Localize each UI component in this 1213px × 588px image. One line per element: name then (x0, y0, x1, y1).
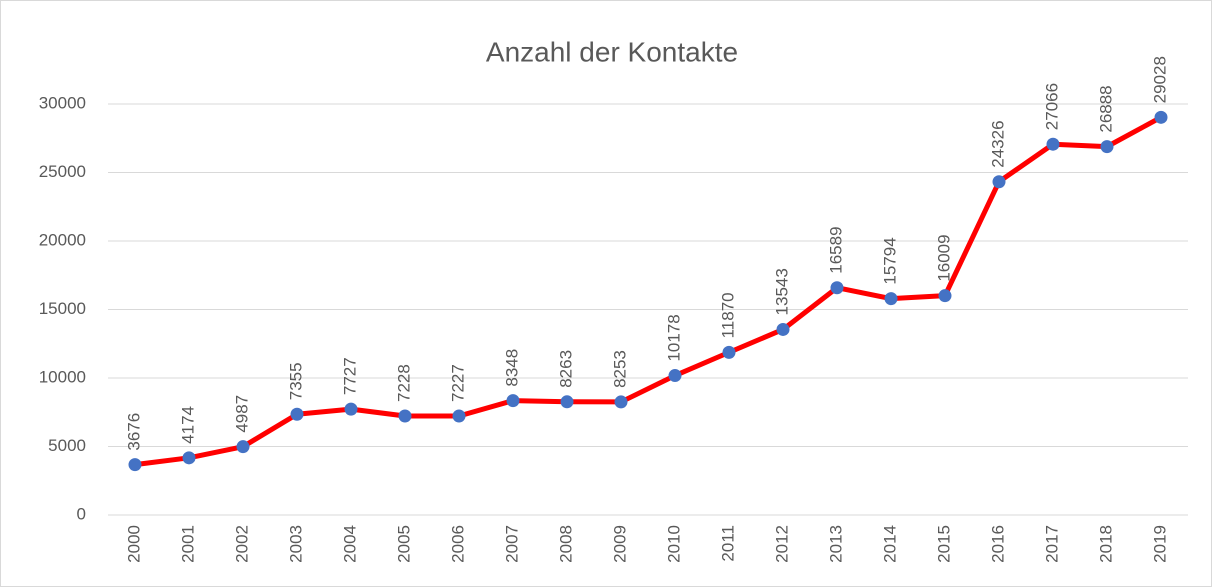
data-line (134, 115, 1163, 468)
data-label: 7355 (286, 362, 305, 400)
chart-title: Anzahl der Kontakte (486, 36, 738, 67)
marker (614, 395, 628, 409)
data-label: 11870 (718, 292, 737, 338)
x-tick-label: 2017 (1042, 525, 1061, 563)
marker (1100, 140, 1114, 154)
x-tick-label: 2013 (826, 525, 845, 563)
x-tick-label: 2006 (448, 525, 467, 563)
x-tick-label: 2016 (988, 525, 1007, 563)
marker (776, 322, 790, 336)
data-label: 8348 (502, 349, 521, 387)
x-tick-label: 2003 (286, 525, 305, 563)
marker (1046, 137, 1060, 151)
marker (128, 458, 142, 472)
marker (506, 394, 520, 408)
data-label: 4987 (232, 395, 251, 433)
data-label: 3676 (124, 413, 143, 451)
data-label: 4174 (178, 406, 197, 444)
data-label: 7727 (340, 357, 359, 395)
marker (722, 345, 736, 359)
x-tick-label: 2009 (610, 525, 629, 563)
marker (884, 292, 898, 306)
data-label: 26888 (1096, 85, 1115, 132)
x-tick-label: 2018 (1096, 525, 1115, 563)
y-tick-label: 5000 (48, 436, 86, 455)
data-label: 29028 (1150, 56, 1169, 103)
x-tick-label: 2011 (718, 525, 737, 562)
data-label: 7228 (394, 364, 413, 402)
x-tick-label: 2014 (880, 525, 899, 563)
marker (560, 395, 574, 409)
marker (182, 451, 196, 465)
x-tick-label: 2000 (124, 525, 143, 563)
y-tick-label: 25000 (39, 162, 86, 181)
data-label: 13543 (772, 268, 791, 315)
marker (398, 409, 412, 423)
x-tick-label: 2012 (772, 525, 791, 563)
marker (1154, 110, 1168, 124)
x-tick-label: 2007 (502, 525, 521, 563)
y-tick-label: 30000 (39, 93, 86, 112)
marker (992, 175, 1006, 189)
data-label: 24326 (988, 120, 1007, 167)
y-tick-label: 10000 (39, 367, 86, 386)
data-label: 15794 (880, 237, 899, 284)
data-label: 16009 (934, 234, 953, 281)
data-label: 8263 (556, 350, 575, 388)
marker (344, 402, 358, 416)
x-tick-label: 2019 (1150, 525, 1169, 563)
x-tick-label: 2005 (394, 525, 413, 563)
marker (668, 369, 682, 383)
y-tick-label: 0 (77, 504, 86, 523)
data-label: 10178 (664, 314, 683, 361)
marker (290, 407, 304, 421)
data-label: 27066 (1042, 83, 1061, 130)
data-label: 16589 (826, 226, 845, 273)
marker (830, 281, 844, 295)
data-label: 8253 (610, 350, 629, 388)
marker (452, 409, 466, 423)
x-tick-label: 2008 (556, 525, 575, 563)
data-label: 7227 (448, 364, 467, 402)
x-tick-label: 2004 (340, 525, 359, 563)
x-tick-label: 2010 (664, 525, 683, 563)
x-tick-label: 2002 (232, 525, 251, 563)
x-tick-label: 2001 (178, 525, 197, 563)
y-tick-label: 15000 (39, 299, 86, 318)
marker (938, 289, 952, 303)
marker (236, 440, 250, 454)
y-tick-label: 20000 (39, 230, 86, 249)
x-tick-label: 2015 (934, 525, 953, 563)
